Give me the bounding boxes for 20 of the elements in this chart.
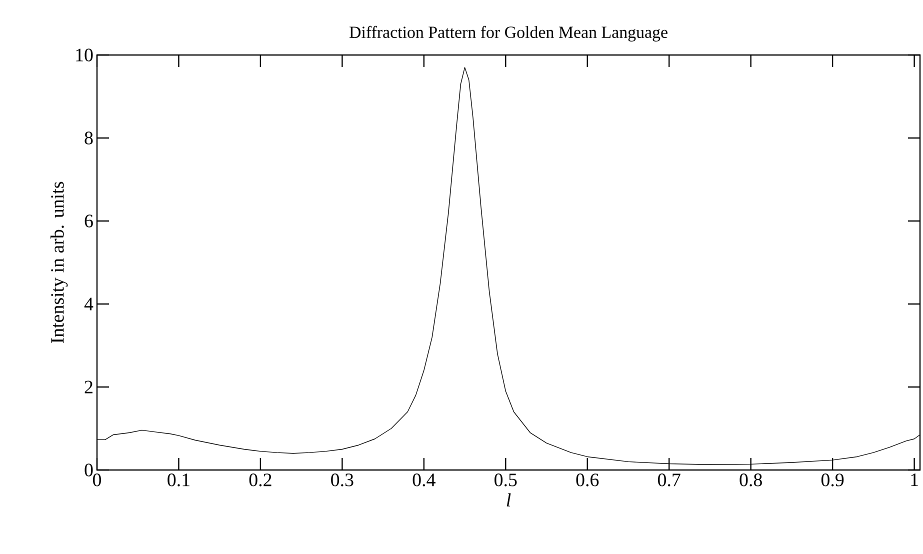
y-tick-label: 4: [84, 298, 94, 310]
x-axis-title: l: [506, 493, 511, 506]
x-tick-label: 1: [911, 474, 918, 486]
chart-title: Diffraction Pattern for Golden Mean Language: [349, 26, 668, 42]
x-tick-label: 0.6: [576, 474, 599, 486]
x-tick-label: 0.4: [412, 474, 436, 486]
y-tick-label: 0: [84, 464, 93, 476]
x-tick-label: 0.5: [494, 474, 517, 486]
x-tick-label: 0.9: [821, 474, 844, 486]
y-tick-label: 10: [76, 48, 93, 62]
y-axis-title: Intensity in arb. units: [50, 182, 68, 344]
x-tick-label: 0.3: [331, 474, 354, 486]
x-tick-label: 0.1: [168, 474, 190, 486]
y-tick-label: 8: [84, 132, 93, 144]
x-tick-label: 0.8: [740, 474, 762, 486]
y-tick-label: 6: [84, 214, 93, 228]
x-tick-label: 0.7: [658, 474, 680, 486]
y-tick-label: 2: [84, 380, 92, 394]
x-tick-label: 0.2: [249, 474, 272, 486]
x-tick-label: 0: [92, 474, 101, 486]
